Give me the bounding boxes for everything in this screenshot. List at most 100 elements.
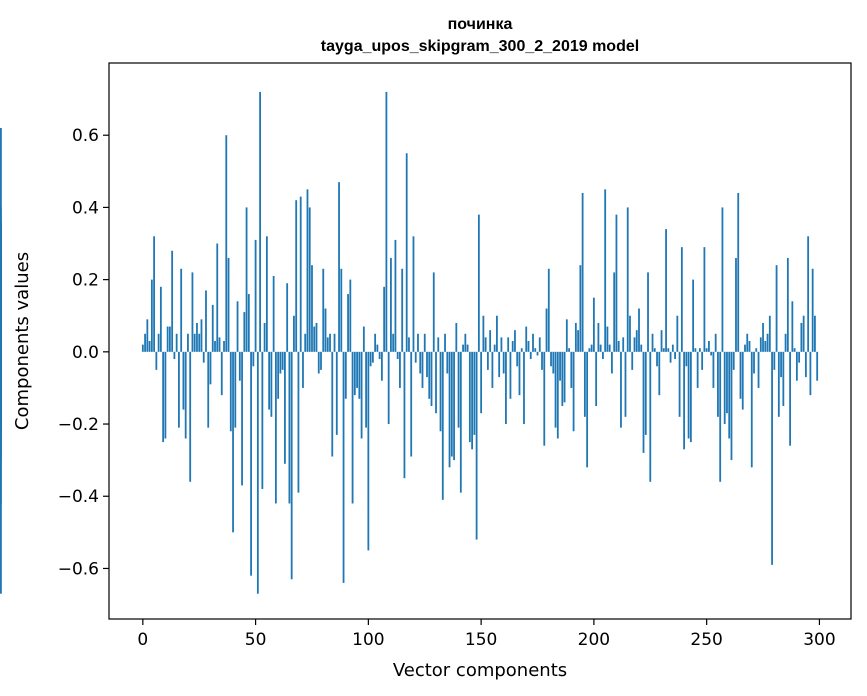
bar-150 bbox=[480, 351, 483, 414]
bar-13 bbox=[171, 250, 174, 352]
bar-219 bbox=[635, 330, 638, 352]
bar-89 bbox=[342, 351, 345, 583]
bar-36 bbox=[223, 341, 225, 352]
bar-129 bbox=[432, 272, 435, 352]
bar-177 bbox=[541, 351, 543, 370]
bar-195 bbox=[581, 192, 584, 352]
bar-244 bbox=[692, 279, 695, 352]
bar-256 bbox=[719, 351, 722, 482]
bar-179 bbox=[545, 308, 548, 352]
bar-35 bbox=[220, 351, 223, 396]
bar-69 bbox=[297, 351, 300, 493]
bar-246 bbox=[696, 351, 699, 388]
bar-102 bbox=[371, 351, 374, 363]
x-tick-label: 0 bbox=[137, 630, 148, 650]
x-tick-label: 50 bbox=[245, 630, 267, 650]
y-tick-label: −0.2 bbox=[58, 415, 99, 435]
bar-104 bbox=[376, 344, 379, 352]
bar-188 bbox=[565, 319, 568, 352]
bar-236 bbox=[674, 351, 676, 360]
bar-117 bbox=[405, 153, 408, 352]
bar-54 bbox=[263, 322, 266, 352]
bar-151 bbox=[482, 315, 485, 352]
bar-undefined bbox=[0, 351, 2, 504]
bar-166 bbox=[516, 351, 519, 367]
bar-97 bbox=[360, 351, 363, 439]
bar-88 bbox=[340, 268, 343, 352]
bar-53 bbox=[261, 351, 264, 490]
y-axis-label: Components values bbox=[12, 252, 33, 430]
bar-52 bbox=[259, 91, 261, 352]
bar-201 bbox=[595, 351, 598, 406]
bar-191 bbox=[572, 351, 575, 432]
bar-284 bbox=[782, 351, 785, 406]
bar-267 bbox=[744, 344, 746, 352]
bar-293 bbox=[802, 315, 805, 352]
bar-82 bbox=[326, 337, 329, 352]
bar-105 bbox=[378, 351, 381, 360]
bar-76 bbox=[313, 326, 316, 352]
bar-203 bbox=[599, 344, 602, 352]
bar-72 bbox=[304, 333, 307, 352]
bar-141 bbox=[459, 351, 462, 493]
bar-274 bbox=[759, 337, 762, 352]
bar-223 bbox=[644, 351, 647, 435]
bar-204 bbox=[602, 351, 604, 360]
bar-214 bbox=[624, 351, 627, 417]
bar-215 bbox=[626, 207, 629, 352]
bar-0 bbox=[141, 344, 144, 352]
bar-230 bbox=[660, 330, 663, 352]
bar-285 bbox=[784, 333, 787, 352]
bar-227 bbox=[653, 348, 656, 352]
bar-16 bbox=[178, 351, 180, 428]
x-axis-ticks: 0 50 100 150 200 250 300 bbox=[137, 619, 836, 650]
bar-232 bbox=[665, 229, 667, 352]
bar-187 bbox=[563, 351, 566, 403]
bar-266 bbox=[741, 351, 744, 410]
bar-64 bbox=[286, 283, 289, 352]
bar-48 bbox=[250, 351, 252, 576]
bar-1 bbox=[144, 333, 146, 352]
bar-168 bbox=[520, 348, 523, 352]
bar-194 bbox=[579, 265, 582, 352]
bar-66 bbox=[290, 351, 293, 580]
bar-56 bbox=[268, 351, 271, 410]
bar-2 bbox=[146, 319, 149, 352]
bar-15 bbox=[175, 333, 178, 352]
plot-frame bbox=[108, 62, 852, 620]
bar-233 bbox=[667, 348, 670, 352]
bar-119 bbox=[410, 351, 413, 457]
bar-42 bbox=[236, 301, 239, 352]
bar-10 bbox=[164, 351, 167, 439]
x-tick-label: 300 bbox=[803, 630, 835, 650]
bar-169 bbox=[523, 351, 525, 425]
bar-145 bbox=[468, 351, 471, 443]
bar-118 bbox=[408, 337, 410, 352]
bar-101 bbox=[369, 351, 372, 367]
bar-57 bbox=[270, 351, 273, 417]
bar-255 bbox=[717, 351, 719, 417]
bar-87 bbox=[338, 182, 340, 352]
bar-199 bbox=[590, 344, 593, 352]
bar-4 bbox=[150, 279, 153, 352]
bar-139 bbox=[455, 322, 458, 352]
bar-30 bbox=[209, 351, 212, 385]
bar-261 bbox=[730, 351, 733, 461]
bar-243 bbox=[689, 351, 692, 443]
bar-288 bbox=[791, 301, 794, 352]
bar-59 bbox=[274, 351, 277, 504]
bar-85 bbox=[333, 333, 336, 352]
bar-171 bbox=[527, 341, 530, 352]
bar-20 bbox=[187, 333, 189, 352]
bar-272 bbox=[755, 348, 758, 352]
bar-231 bbox=[662, 348, 665, 352]
bar-19 bbox=[184, 351, 187, 439]
bar-81 bbox=[324, 308, 327, 352]
bar-146 bbox=[471, 351, 473, 450]
bar-189 bbox=[568, 348, 570, 352]
bar-296 bbox=[809, 351, 812, 396]
bar-197 bbox=[586, 351, 589, 468]
bar-91 bbox=[347, 294, 349, 352]
bar-122 bbox=[417, 333, 419, 352]
bar-287 bbox=[789, 351, 791, 446]
